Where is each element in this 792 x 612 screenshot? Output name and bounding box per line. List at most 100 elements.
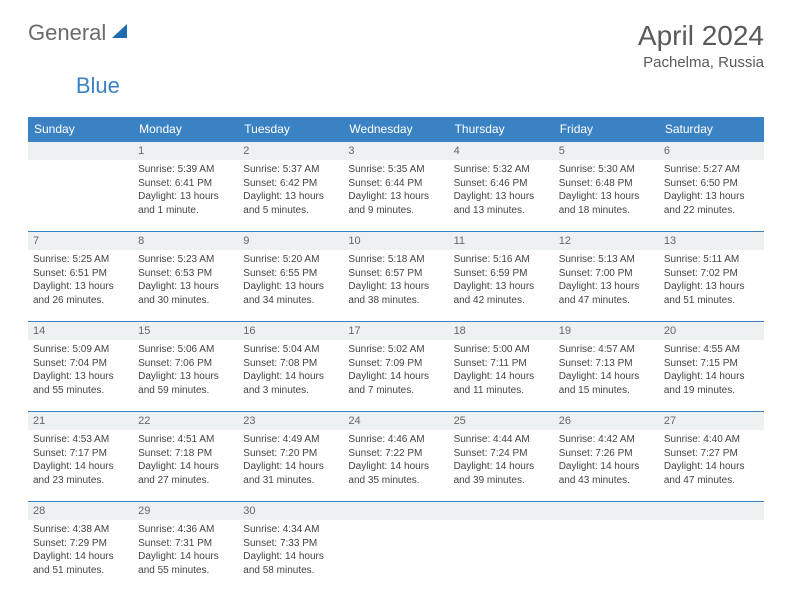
detail-line: Sunset: 6:55 PM: [243, 267, 338, 281]
detail-line: and 5 minutes.: [243, 204, 338, 218]
day-number: 7: [28, 232, 133, 250]
detail-line: Sunset: 7:18 PM: [138, 447, 233, 461]
detail-line: Sunset: 7:29 PM: [33, 537, 128, 551]
day-details: Sunrise: 5:37 AMSunset: 6:42 PMDaylight:…: [238, 160, 343, 220]
day-number: 16: [238, 322, 343, 340]
detail-line: and 58 minutes.: [243, 564, 338, 578]
col-tuesday: Tuesday: [238, 117, 343, 142]
detail-line: Daylight: 14 hours: [348, 370, 443, 384]
detail-line: Sunset: 6:48 PM: [559, 177, 654, 191]
detail-line: Sunset: 6:51 PM: [33, 267, 128, 281]
detail-line: and 1 minute.: [138, 204, 233, 218]
calendar-cell: 9Sunrise: 5:20 AMSunset: 6:55 PMDaylight…: [238, 232, 343, 322]
detail-line: and 35 minutes.: [348, 474, 443, 488]
day-details: Sunrise: 4:34 AMSunset: 7:33 PMDaylight:…: [238, 520, 343, 580]
detail-line: and 18 minutes.: [559, 204, 654, 218]
day-details: Sunrise: 5:23 AMSunset: 6:53 PMDaylight:…: [133, 250, 238, 310]
detail-line: Sunrise: 5:04 AM: [243, 343, 338, 357]
detail-line: Daylight: 14 hours: [348, 460, 443, 474]
detail-line: Daylight: 13 hours: [138, 370, 233, 384]
detail-line: Daylight: 14 hours: [559, 370, 654, 384]
calendar-cell: 3Sunrise: 5:35 AMSunset: 6:44 PMDaylight…: [343, 142, 448, 232]
detail-line: Sunrise: 5:18 AM: [348, 253, 443, 267]
day-number: 18: [449, 322, 554, 340]
day-number: 26: [554, 412, 659, 430]
day-number: 12: [554, 232, 659, 250]
detail-line: Sunrise: 5:20 AM: [243, 253, 338, 267]
detail-line: Daylight: 13 hours: [454, 280, 549, 294]
calendar-cell: 22Sunrise: 4:51 AMSunset: 7:18 PMDayligh…: [133, 412, 238, 502]
day-number: 13: [659, 232, 764, 250]
calendar-cell: 20Sunrise: 4:55 AMSunset: 7:15 PMDayligh…: [659, 322, 764, 412]
detail-line: Sunset: 6:57 PM: [348, 267, 443, 281]
detail-line: Daylight: 13 hours: [664, 190, 759, 204]
logo: General: [28, 20, 132, 46]
calendar-cell: 1Sunrise: 5:39 AMSunset: 6:41 PMDaylight…: [133, 142, 238, 232]
detail-line: Daylight: 14 hours: [243, 460, 338, 474]
calendar-cell: 10Sunrise: 5:18 AMSunset: 6:57 PMDayligh…: [343, 232, 448, 322]
day-details: Sunrise: 4:57 AMSunset: 7:13 PMDaylight:…: [554, 340, 659, 400]
day-number: 19: [554, 322, 659, 340]
detail-line: and 7 minutes.: [348, 384, 443, 398]
day-number: 27: [659, 412, 764, 430]
detail-line: Sunrise: 4:57 AM: [559, 343, 654, 357]
calendar-cell: 15Sunrise: 5:06 AMSunset: 7:06 PMDayligh…: [133, 322, 238, 412]
detail-line: Sunset: 7:02 PM: [664, 267, 759, 281]
day-details: Sunrise: 4:36 AMSunset: 7:31 PMDaylight:…: [133, 520, 238, 580]
day-details: Sunrise: 5:20 AMSunset: 6:55 PMDaylight:…: [238, 250, 343, 310]
day-details: Sunrise: 4:46 AMSunset: 7:22 PMDaylight:…: [343, 430, 448, 490]
day-number: 14: [28, 322, 133, 340]
detail-line: Sunset: 7:24 PM: [454, 447, 549, 461]
day-details: Sunrise: 5:16 AMSunset: 6:59 PMDaylight:…: [449, 250, 554, 310]
detail-line: and 38 minutes.: [348, 294, 443, 308]
detail-line: Daylight: 14 hours: [454, 370, 549, 384]
detail-line: Daylight: 13 hours: [33, 370, 128, 384]
col-sunday: Sunday: [28, 117, 133, 142]
day-details: Sunrise: 5:18 AMSunset: 6:57 PMDaylight:…: [343, 250, 448, 310]
detail-line: Daylight: 13 hours: [559, 280, 654, 294]
calendar-cell: 30Sunrise: 4:34 AMSunset: 7:33 PMDayligh…: [238, 502, 343, 592]
day-number: [343, 502, 448, 520]
day-details: Sunrise: 5:30 AMSunset: 6:48 PMDaylight:…: [554, 160, 659, 220]
detail-line: Sunset: 6:42 PM: [243, 177, 338, 191]
detail-line: Daylight: 13 hours: [559, 190, 654, 204]
calendar-cell: [28, 142, 133, 232]
calendar-cell: 27Sunrise: 4:40 AMSunset: 7:27 PMDayligh…: [659, 412, 764, 502]
calendar-cell: 16Sunrise: 5:04 AMSunset: 7:08 PMDayligh…: [238, 322, 343, 412]
detail-line: and 9 minutes.: [348, 204, 443, 218]
day-details: Sunrise: 5:32 AMSunset: 6:46 PMDaylight:…: [449, 160, 554, 220]
detail-line: Sunset: 7:17 PM: [33, 447, 128, 461]
detail-line: Sunset: 6:41 PM: [138, 177, 233, 191]
detail-line: Sunrise: 5:35 AM: [348, 163, 443, 177]
detail-line: Sunrise: 5:30 AM: [559, 163, 654, 177]
detail-line: Sunset: 7:20 PM: [243, 447, 338, 461]
detail-line: Sunset: 7:00 PM: [559, 267, 654, 281]
day-number: 6: [659, 142, 764, 160]
detail-line: Daylight: 14 hours: [243, 370, 338, 384]
detail-line: Daylight: 14 hours: [243, 550, 338, 564]
detail-line: Daylight: 13 hours: [454, 190, 549, 204]
detail-line: Daylight: 14 hours: [33, 550, 128, 564]
detail-line: Daylight: 14 hours: [664, 460, 759, 474]
detail-line: Sunset: 7:11 PM: [454, 357, 549, 371]
day-details: Sunrise: 5:27 AMSunset: 6:50 PMDaylight:…: [659, 160, 764, 220]
detail-line: Daylight: 13 hours: [138, 280, 233, 294]
calendar-cell: 18Sunrise: 5:00 AMSunset: 7:11 PMDayligh…: [449, 322, 554, 412]
day-details: Sunrise: 5:11 AMSunset: 7:02 PMDaylight:…: [659, 250, 764, 310]
calendar-cell: [554, 502, 659, 592]
detail-line: and 26 minutes.: [33, 294, 128, 308]
col-wednesday: Wednesday: [343, 117, 448, 142]
calendar-cell: 25Sunrise: 4:44 AMSunset: 7:24 PMDayligh…: [449, 412, 554, 502]
calendar-cell: [659, 502, 764, 592]
day-number: [28, 142, 133, 160]
day-details: Sunrise: 4:44 AMSunset: 7:24 PMDaylight:…: [449, 430, 554, 490]
day-details: Sunrise: 5:13 AMSunset: 7:00 PMDaylight:…: [554, 250, 659, 310]
detail-line: Sunrise: 5:16 AM: [454, 253, 549, 267]
col-monday: Monday: [133, 117, 238, 142]
detail-line: Daylight: 13 hours: [33, 280, 128, 294]
detail-line: Sunset: 7:04 PM: [33, 357, 128, 371]
detail-line: Sunrise: 4:44 AM: [454, 433, 549, 447]
day-details: Sunrise: 5:04 AMSunset: 7:08 PMDaylight:…: [238, 340, 343, 400]
day-number: 10: [343, 232, 448, 250]
day-number: [449, 502, 554, 520]
